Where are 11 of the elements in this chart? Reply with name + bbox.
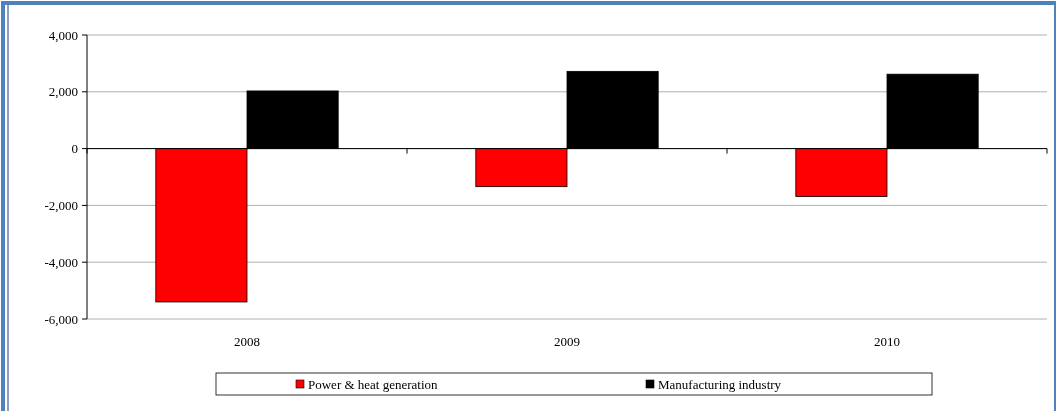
y-tick-label: -6,000	[44, 311, 78, 327]
y-tick-label: 2,000	[48, 84, 78, 100]
legend-label: Power & heat generation	[308, 376, 439, 392]
x-tick-label: 2008	[234, 334, 260, 349]
y-tick-label: 0	[71, 141, 78, 157]
x-tick-label: 2010	[874, 334, 900, 349]
y-tick-label: -4,000	[44, 254, 78, 270]
y-tick-label: -2,000	[44, 197, 78, 213]
x-tick-label: 2009	[554, 334, 580, 349]
legend-label: Manufacturing industry	[658, 376, 782, 392]
y-tick-label: 4,000	[48, 27, 78, 43]
